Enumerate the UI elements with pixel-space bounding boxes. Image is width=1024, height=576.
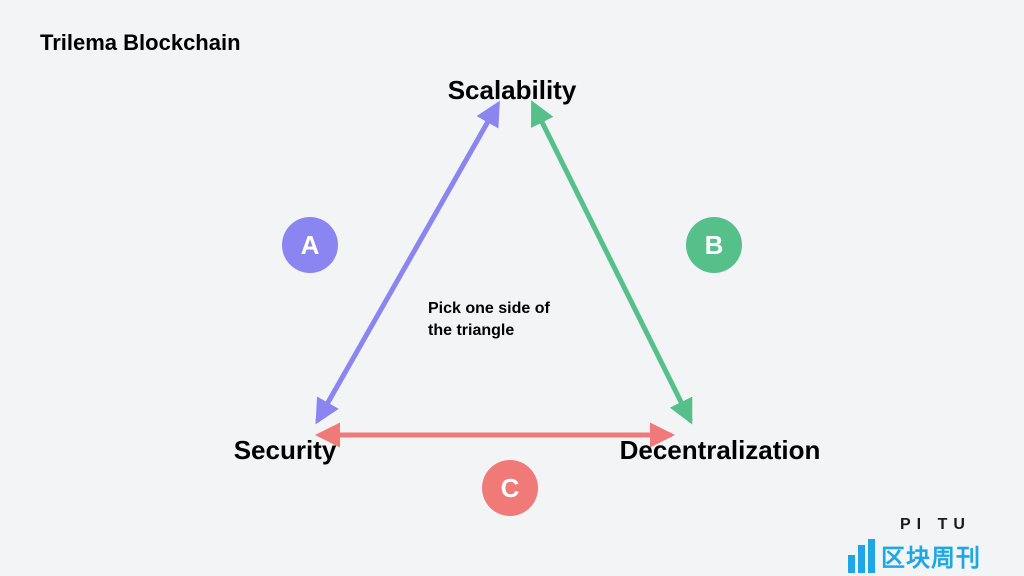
watermark-bars-icon: [848, 539, 875, 573]
vertex-decentralization: Decentralization: [620, 435, 821, 466]
page-title: Trilema Blockchain: [40, 30, 241, 56]
badge-c: C: [482, 460, 538, 516]
center-caption-line1: Pick one side of: [428, 300, 550, 317]
vertex-scalability: Scalability: [448, 75, 577, 106]
diagram-canvas: Trilema Blockchain Scalabil: [0, 0, 1024, 576]
badge-a: A: [282, 217, 338, 273]
vertex-security: Security: [234, 435, 337, 466]
edge-scalability-security: [318, 118, 490, 420]
center-caption-line2: the triangle: [428, 322, 514, 339]
watermark-text: 区块周刊: [881, 538, 981, 573]
edge-scalability-decentralization: [540, 118, 690, 420]
center-caption: Pick one side of the triangle: [428, 298, 550, 341]
watermark: 区块周刊: [848, 538, 981, 573]
brand-logo: PI TU: [900, 516, 971, 534]
badge-b: B: [686, 217, 742, 273]
